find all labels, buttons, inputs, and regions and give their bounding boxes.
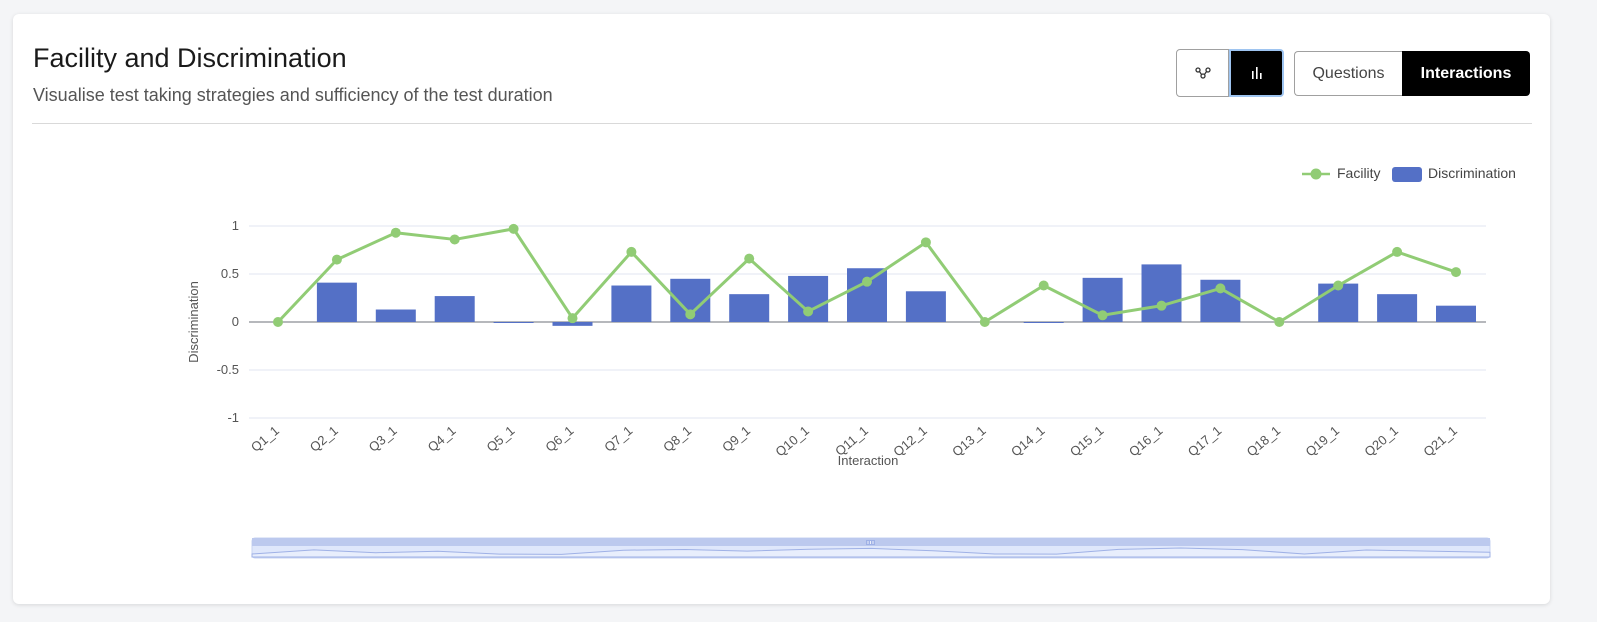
legend-item-discrimination[interactable]: Discrimination (1392, 165, 1516, 182)
x-tick-label: Q3_1 (366, 423, 400, 455)
discrimination-bar (375, 309, 416, 322)
facility-point (1038, 280, 1049, 291)
x-tick-label: Q7_1 (601, 423, 635, 455)
y-tick-label: 0.5 (221, 266, 239, 281)
interactions-tab[interactable]: Interactions (1402, 51, 1530, 96)
x-axis-label: Interaction (838, 453, 899, 468)
discrimination-bar (1023, 322, 1064, 323)
questions-tab[interactable]: Questions (1294, 51, 1402, 96)
discrimination-bar (1141, 264, 1182, 322)
x-tick-label: Q18_1 (1244, 423, 1284, 460)
legend-item-facility[interactable]: Facility (1302, 165, 1381, 181)
y-tick-label: 1 (232, 218, 239, 233)
y-axis-ticks: 1 0.5 0 -0.5 -1 (217, 218, 239, 425)
x-tick-label: Q6_1 (542, 423, 576, 455)
facility-point (567, 313, 578, 324)
x-tick-label: Q17_1 (1185, 423, 1225, 460)
facility-point (1451, 267, 1461, 278)
facility-point (273, 317, 283, 327)
facility-point (803, 306, 814, 317)
x-tick-label: Q10_1 (772, 423, 812, 460)
view-mode-toggle: Questions Interactions (1294, 51, 1530, 96)
facility-point (1215, 283, 1226, 294)
facility-point (390, 227, 401, 238)
scatter-chart-icon (1194, 67, 1211, 79)
zoom-handle-icon[interactable] (866, 540, 875, 545)
facility-point (1274, 317, 1285, 327)
facility-point (979, 317, 990, 327)
chart-card: Facility and Discrimination Visualise te… (13, 14, 1550, 604)
facility-point (862, 276, 872, 287)
facility-line (273, 223, 1461, 327)
page-subtitle: Visualise test taking strategies and suf… (33, 85, 553, 105)
facility-point (744, 253, 755, 264)
x-tick-label: Q5_1 (484, 423, 518, 455)
x-tick-label: Q13_1 (949, 423, 989, 460)
bar-chart-icon (1251, 67, 1262, 79)
discrimination-bar (905, 291, 946, 322)
x-tick-label: Q19_1 (1303, 423, 1343, 460)
facility-point (508, 223, 519, 234)
facility-point (920, 237, 931, 248)
discrimination-bar (316, 282, 357, 322)
chart-type-toggle (1176, 49, 1284, 97)
x-tick-label: Q2_1 (307, 423, 341, 455)
legend: Facility Discrimination (1302, 165, 1516, 182)
zoom-preview-line (251, 547, 1491, 558)
x-tick-label: Q8_1 (660, 423, 694, 455)
facility-point (626, 246, 637, 257)
y-tick-label: 0 (232, 314, 239, 329)
x-tick-label: Q16_1 (1126, 423, 1166, 460)
scatter-view-button[interactable] (1176, 49, 1229, 97)
discrimination-bar (611, 285, 652, 322)
x-tick-label: Q14_1 (1008, 423, 1048, 460)
discrimination-bar (729, 294, 770, 322)
discrimination-bars (316, 264, 1476, 326)
discrimination-bar (847, 268, 887, 322)
legend-label-discrimination: Discrimination (1428, 165, 1516, 181)
facility-point (331, 254, 342, 265)
data-zoom-slider[interactable] (251, 537, 1491, 559)
facility-point (1097, 310, 1108, 321)
discrimination-bar (1377, 294, 1418, 322)
y-tick-label: -0.5 (217, 362, 239, 377)
bar-view-button[interactable] (1229, 49, 1284, 97)
x-tick-label: Q9_1 (719, 423, 753, 455)
facility-point (1156, 300, 1167, 311)
discrimination-bar (1436, 305, 1476, 322)
x-tick-label: Q15_1 (1067, 423, 1107, 460)
facility-point (685, 309, 696, 320)
facility-point (449, 234, 460, 245)
discrimination-bar (552, 322, 593, 326)
discrimination-bar (493, 322, 534, 323)
legend-label-facility: Facility (1337, 165, 1381, 181)
x-tick-label: Q1_1 (248, 423, 282, 455)
x-tick-label: Q4_1 (425, 423, 459, 455)
y-tick-label: -1 (227, 410, 239, 425)
discrimination-bar (434, 296, 475, 322)
y-axis-label: Discrimination (186, 281, 201, 363)
facility-point (1333, 280, 1344, 291)
x-tick-label: Q21_1 (1420, 423, 1460, 460)
header-divider (32, 123, 1532, 124)
x-tick-label: Q20_1 (1361, 423, 1401, 460)
page-title: Facility and Discrimination (33, 43, 347, 73)
facility-point (1392, 246, 1403, 257)
